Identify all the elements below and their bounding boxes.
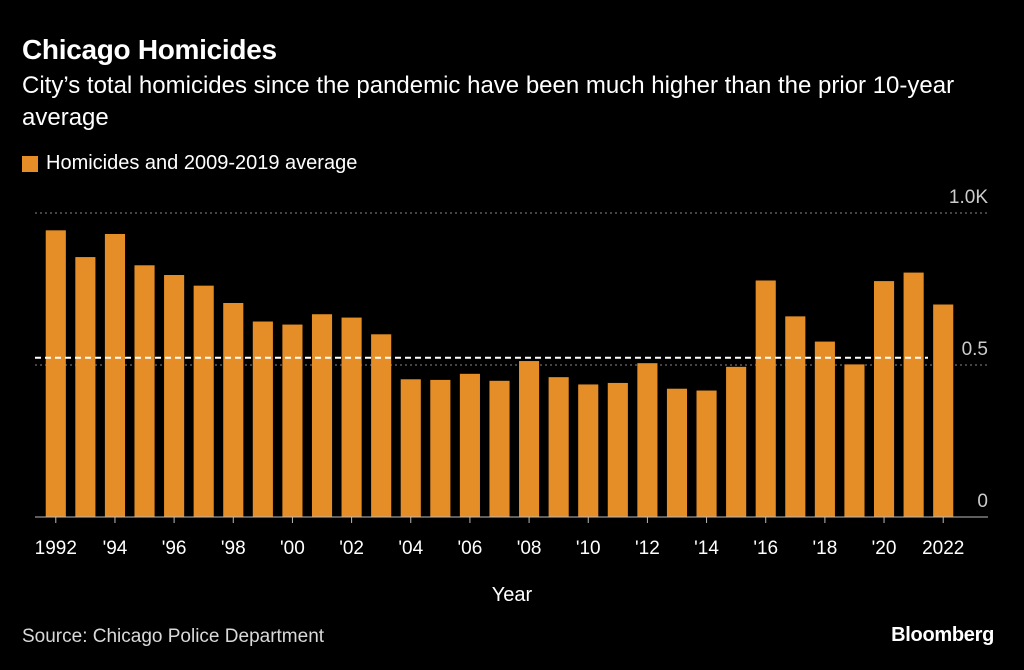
bar-2000 [282, 324, 303, 517]
bar-2012 [637, 363, 658, 517]
chart-subtitle: City’s total homicides since the pandemi… [22, 72, 955, 131]
bar-2013 [666, 388, 688, 517]
bar-2016 [755, 280, 776, 517]
bar-2003 [371, 334, 392, 517]
x-tick-label: '04 [398, 538, 423, 559]
bar-2009 [548, 377, 569, 517]
x-tick-label: '12 [635, 538, 660, 559]
bar-2008 [519, 361, 540, 517]
bloomberg-logo: Bloomberg [891, 624, 994, 646]
bar-2011 [607, 382, 628, 517]
bar-1997 [193, 285, 214, 517]
bar-2020 [873, 281, 895, 517]
legend-swatch [22, 155, 38, 172]
x-tick-label: 2022 [922, 538, 964, 559]
bar-2015 [726, 366, 747, 517]
bar-1998 [223, 302, 244, 517]
bar-2004 [400, 379, 421, 517]
gridlines: 0 0.5 1.0K [35, 187, 988, 512]
x-axis: 1992 '94 '96 '98 '00 '02 '04 '06 '08 '10 '12 '14 '16… [35, 516, 988, 559]
bar-2017 [785, 316, 806, 517]
bar-2018 [814, 341, 835, 517]
x-tick-label: '96 [162, 538, 187, 559]
x-tick-label: '16 [753, 538, 778, 559]
bar-2019 [844, 364, 865, 517]
bar-2006 [459, 373, 480, 517]
bar-1996 [164, 275, 185, 517]
bar-2002 [341, 317, 362, 517]
bar-2010 [578, 384, 599, 517]
bar-2014 [696, 390, 717, 517]
bar-1994 [104, 233, 126, 517]
x-tick-label: '10 [576, 538, 601, 559]
x-tick-label: 1992 [35, 538, 77, 559]
bar-1999 [252, 321, 273, 517]
x-tick-label: '94 [103, 538, 128, 559]
x-tick-label: '06 [458, 538, 483, 559]
bar-1993 [75, 257, 96, 517]
legend: Homicides and 2009-2019 average [22, 152, 357, 175]
bars [45, 230, 954, 517]
x-tick-label: '00 [280, 538, 305, 559]
x-tick-label: '14 [694, 538, 719, 559]
x-tick-label: '08 [517, 538, 542, 559]
x-tick-label: '20 [872, 538, 897, 559]
x-axis-title: Year [492, 584, 533, 606]
bar-1992 [45, 230, 66, 517]
legend-label: Homicides and 2009-2019 average [46, 152, 358, 174]
bar-2001 [311, 314, 333, 517]
y-tick-label: 0.5 [962, 339, 988, 360]
x-tick-label: '02 [339, 538, 364, 559]
y-tick-label: 1.0K [949, 187, 988, 208]
bar-2007 [489, 380, 510, 517]
bar-1995 [134, 265, 155, 517]
source-note: Source: Chicago Police Department [22, 626, 325, 647]
bar-2005 [430, 379, 451, 517]
bar-2021 [903, 272, 924, 517]
chart-title: Chicago Homicides [22, 34, 277, 65]
x-tick-label: '98 [221, 538, 246, 559]
y-tick-label: 0 [977, 491, 988, 512]
x-tick-label: '18 [813, 538, 838, 559]
bar-2022 [933, 304, 954, 517]
